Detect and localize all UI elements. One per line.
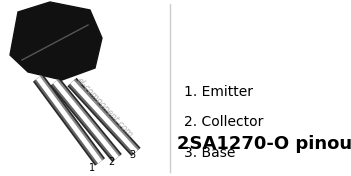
Text: 1. Emitter: 1. Emitter: [184, 84, 253, 99]
Text: 3. Base: 3. Base: [184, 146, 236, 160]
Text: el-component.com: el-component.com: [75, 76, 135, 140]
Text: 2SA1270-O pinout: 2SA1270-O pinout: [177, 135, 351, 153]
Text: 2. Collector: 2. Collector: [184, 115, 264, 129]
Text: 2: 2: [108, 157, 114, 167]
Polygon shape: [10, 2, 102, 80]
Text: 1: 1: [89, 163, 95, 173]
Text: 3: 3: [129, 150, 135, 160]
